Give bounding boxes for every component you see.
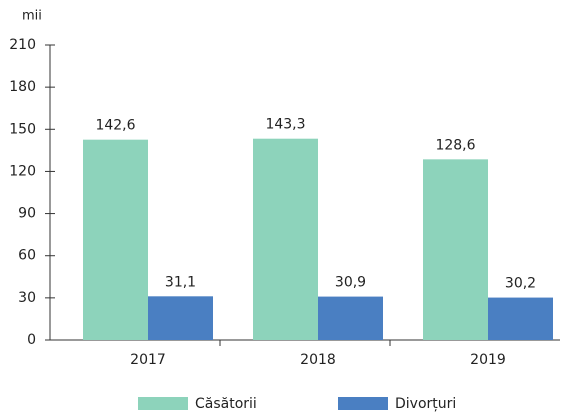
- y-tick-label: 180: [9, 79, 36, 95]
- bar: [83, 139, 148, 340]
- value-label: 143,3: [265, 117, 305, 133]
- bar: [488, 297, 553, 340]
- x-tick-label: 2019: [470, 352, 506, 368]
- legend-label: Divorțuri: [395, 396, 456, 412]
- bar: [423, 159, 488, 340]
- y-tick-label: 150: [9, 121, 36, 137]
- x-tick-label: 2017: [130, 352, 166, 368]
- value-label: 31,1: [165, 274, 196, 290]
- bar: [318, 296, 383, 340]
- y-tick-label: 30: [18, 290, 36, 306]
- value-label: 30,9: [335, 275, 366, 291]
- y-tick-label: 90: [18, 206, 36, 222]
- bar: [253, 138, 318, 340]
- legend-label: Căsătorii: [195, 396, 257, 412]
- x-tick-label: 2018: [300, 352, 336, 368]
- value-label: 30,2: [505, 276, 536, 292]
- value-label: 142,6: [95, 118, 135, 134]
- y-tick-label: 210: [9, 37, 36, 53]
- value-label: 128,6: [435, 137, 475, 153]
- bar: [148, 296, 213, 340]
- legend-swatch: [338, 397, 388, 410]
- y-axis-label: mii: [22, 9, 42, 24]
- y-tick-label: 60: [18, 248, 36, 264]
- y-tick-label: 0: [27, 332, 36, 348]
- y-tick-label: 120: [9, 163, 36, 179]
- legend-swatch: [138, 397, 188, 410]
